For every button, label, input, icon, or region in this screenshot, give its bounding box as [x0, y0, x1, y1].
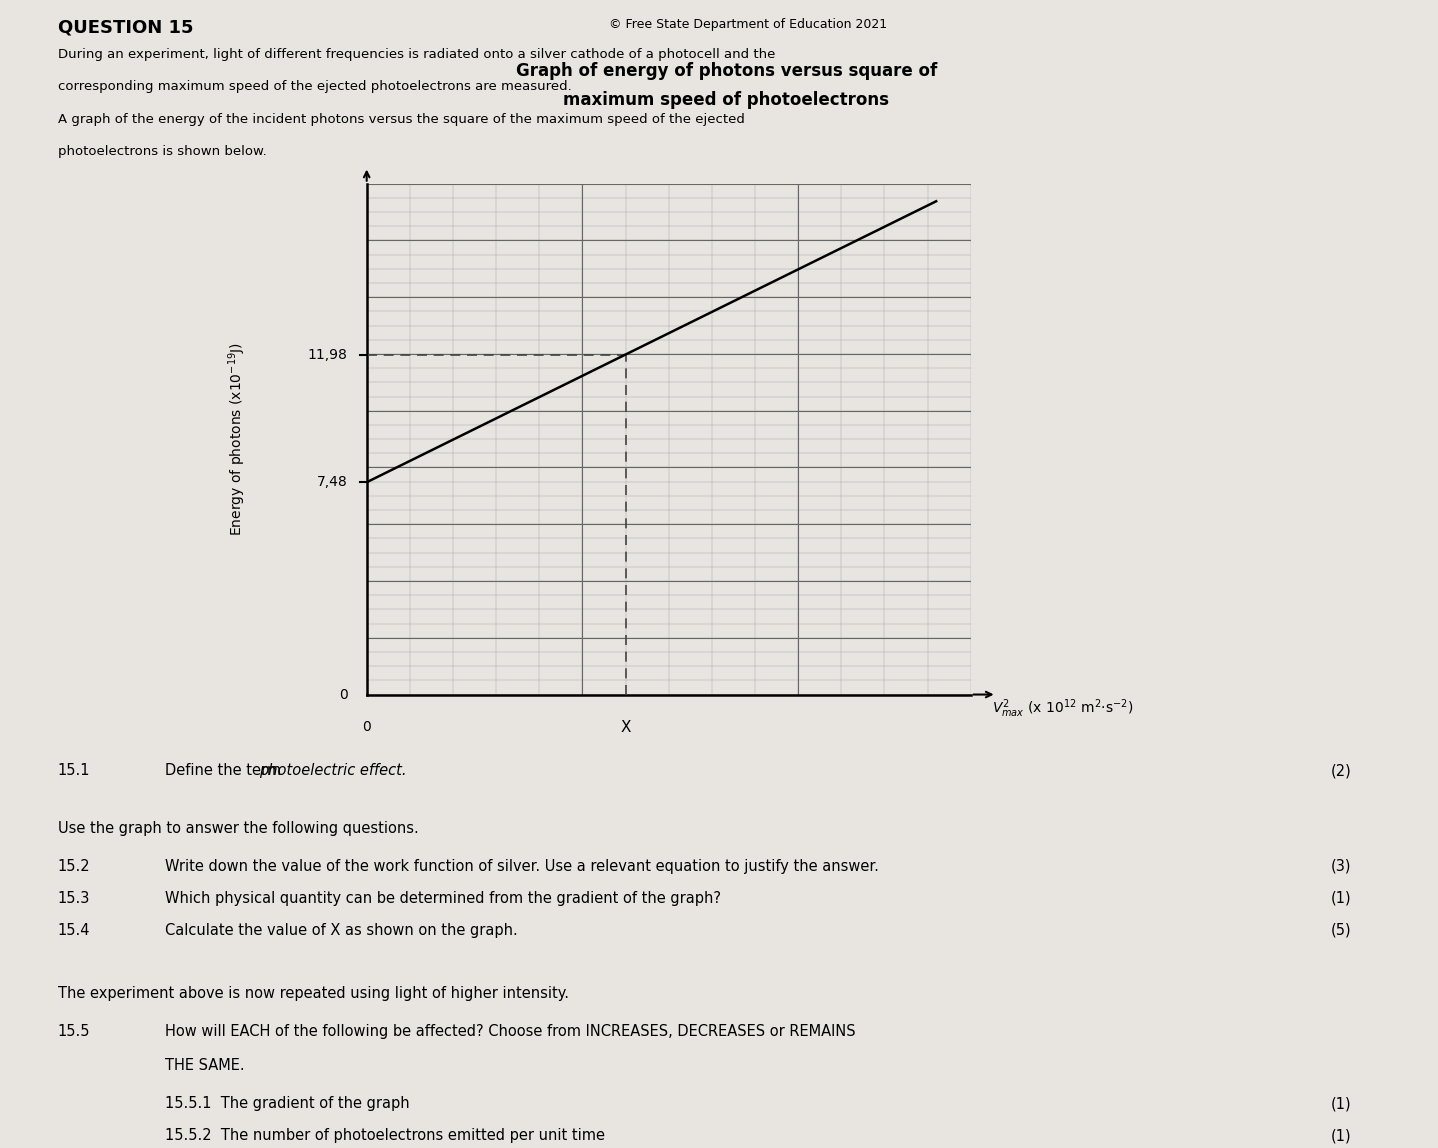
Text: (2): (2): [1332, 763, 1352, 778]
Text: photoelectric effect.: photoelectric effect.: [259, 763, 407, 778]
Text: Energy of photons (x10$^{-19}$J): Energy of photons (x10$^{-19}$J): [226, 342, 249, 536]
Text: The experiment above is now repeated using light of higher intensity.: The experiment above is now repeated usi…: [58, 986, 568, 1001]
Text: QUESTION 15: QUESTION 15: [58, 18, 193, 37]
Text: 15.5.2  The number of photoelectrons emitted per unit time: 15.5.2 The number of photoelectrons emit…: [165, 1128, 605, 1143]
Text: (5): (5): [1332, 923, 1352, 938]
Text: (3): (3): [1332, 859, 1352, 874]
Text: X: X: [620, 720, 631, 735]
Text: Define the term: Define the term: [165, 763, 286, 778]
Text: (1): (1): [1332, 1096, 1352, 1111]
Text: $V^2_{max}$ (x 10$^{12}$ m$^2$$\cdot$s$^{-2}$): $V^2_{max}$ (x 10$^{12}$ m$^2$$\cdot$s$^…: [992, 698, 1133, 720]
Text: Which physical quantity can be determined from the gradient of the graph?: Which physical quantity can be determine…: [165, 891, 722, 906]
Text: 0: 0: [339, 688, 348, 701]
Text: 11,98: 11,98: [308, 348, 348, 362]
Text: How will EACH of the following be affected? Choose from INCREASES, DECREASES or : How will EACH of the following be affect…: [165, 1024, 856, 1039]
Text: 7,48: 7,48: [316, 475, 348, 489]
Text: maximum speed of photoelectrons: maximum speed of photoelectrons: [564, 91, 889, 109]
Text: 0: 0: [362, 720, 371, 734]
Text: 15.5: 15.5: [58, 1024, 91, 1039]
Text: 15.2: 15.2: [58, 859, 91, 874]
Text: Graph of energy of photons versus square of: Graph of energy of photons versus square…: [516, 62, 936, 80]
Text: During an experiment, light of different frequencies is radiated onto a silver c: During an experiment, light of different…: [58, 48, 775, 61]
Text: photoelectrons is shown below.: photoelectrons is shown below.: [58, 145, 266, 157]
Text: A graph of the energy of the incident photons versus the square of the maximum s: A graph of the energy of the incident ph…: [58, 113, 745, 125]
Text: (1): (1): [1332, 1128, 1352, 1143]
Text: 15.5.1  The gradient of the graph: 15.5.1 The gradient of the graph: [165, 1096, 410, 1111]
Text: 15.3: 15.3: [58, 891, 91, 906]
Text: THE SAME.: THE SAME.: [165, 1058, 244, 1073]
Text: 15.1: 15.1: [58, 763, 91, 778]
Text: corresponding maximum speed of the ejected photoelectrons are measured.: corresponding maximum speed of the eject…: [58, 80, 571, 93]
Text: 15.4: 15.4: [58, 923, 91, 938]
Text: Calculate the value of X as shown on the graph.: Calculate the value of X as shown on the…: [165, 923, 518, 938]
Text: Write down the value of the work function of silver. Use a relevant equation to : Write down the value of the work functio…: [165, 859, 879, 874]
Text: © Free State Department of Education 2021: © Free State Department of Education 202…: [608, 18, 887, 31]
Text: (1): (1): [1332, 891, 1352, 906]
Text: Use the graph to answer the following questions.: Use the graph to answer the following qu…: [58, 821, 418, 836]
